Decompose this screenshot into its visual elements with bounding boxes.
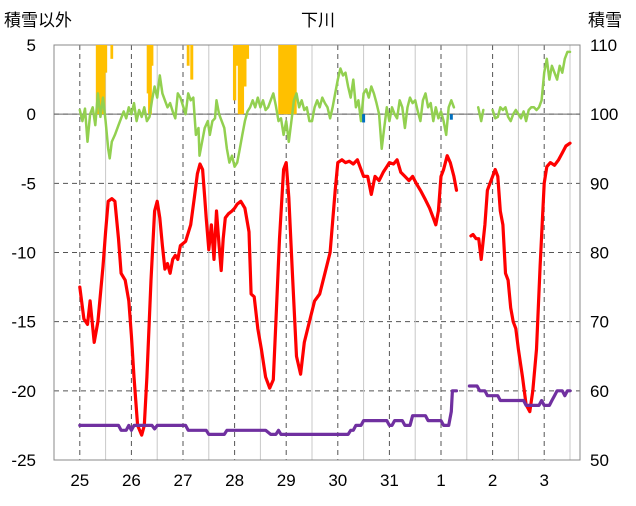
precip-bar: [243, 45, 247, 87]
precip-bar: [280, 45, 285, 115]
precip-bar: [186, 45, 190, 66]
x-tick-label: 2: [488, 471, 497, 490]
precip-bar: [291, 45, 295, 115]
precip-bar: [149, 45, 154, 66]
left-tick-label: 5: [27, 36, 36, 55]
right-tick-label: 110: [590, 36, 617, 55]
left-axis-label: 積雪以外: [4, 11, 72, 30]
precip-bar: [148, 45, 152, 115]
precip-bar: [235, 45, 239, 66]
x-tick-label: 1: [436, 471, 445, 490]
precip-bar: [97, 45, 102, 87]
precip-bar: [288, 45, 293, 115]
x-tick-label: 31: [380, 471, 399, 490]
right-tick-label: 70: [590, 313, 609, 332]
precip-bars-layer: [95, 45, 297, 115]
left-tick-label: -25: [11, 451, 36, 470]
x-tick-label: 29: [277, 471, 296, 490]
right-tick-label: 100: [590, 105, 618, 124]
x-tick-label: 27: [174, 471, 193, 490]
precip-bar: [232, 45, 237, 101]
temperature-line: [469, 141, 572, 414]
green-series-line: [476, 106, 485, 123]
plot-frame: [53, 44, 581, 461]
precip-bar: [104, 45, 108, 73]
precip-bar: [240, 45, 245, 115]
precip-bar: [245, 45, 250, 59]
x-tick-label: 26: [122, 471, 141, 490]
precip-bar: [285, 45, 290, 115]
left-tick-label: 0: [27, 105, 36, 124]
left-tick-label: -20: [11, 382, 36, 401]
snow-depth-line: [78, 389, 459, 436]
x-tick-label: 28: [225, 471, 244, 490]
chart-title: 下川: [301, 11, 335, 30]
snow-depth-line: [467, 384, 572, 407]
x-tick-label: 3: [539, 471, 548, 490]
grid-layer: [53, 44, 581, 461]
right-tick-label: 50: [590, 451, 609, 470]
precip-bar: [110, 45, 114, 59]
right-tick-label: 80: [590, 244, 609, 263]
right-tick-label: 90: [590, 174, 609, 193]
green-series-line: [491, 50, 572, 123]
precip-bar: [101, 45, 106, 115]
precip-bar: [293, 45, 297, 115]
precip-bar: [278, 45, 282, 115]
precip-bar: [190, 45, 194, 80]
precip-bar: [283, 45, 287, 115]
precip-bar: [99, 45, 104, 115]
blue-mark: [362, 114, 366, 123]
right-tick-label: 60: [590, 382, 609, 401]
left-tick-label: -15: [11, 313, 36, 332]
left-tick-label: -5: [21, 174, 36, 193]
left-tick-label: -10: [11, 244, 36, 263]
green-series-line: [78, 67, 456, 168]
x-tick-label: 30: [328, 471, 347, 490]
x-tick-label: 25: [70, 471, 89, 490]
precip-bar: [237, 45, 242, 115]
series-lines-layer: [78, 50, 572, 437]
right-axis-label: 積雪: [588, 11, 622, 30]
temperature-line: [78, 154, 459, 437]
blue-mark: [449, 114, 453, 120]
